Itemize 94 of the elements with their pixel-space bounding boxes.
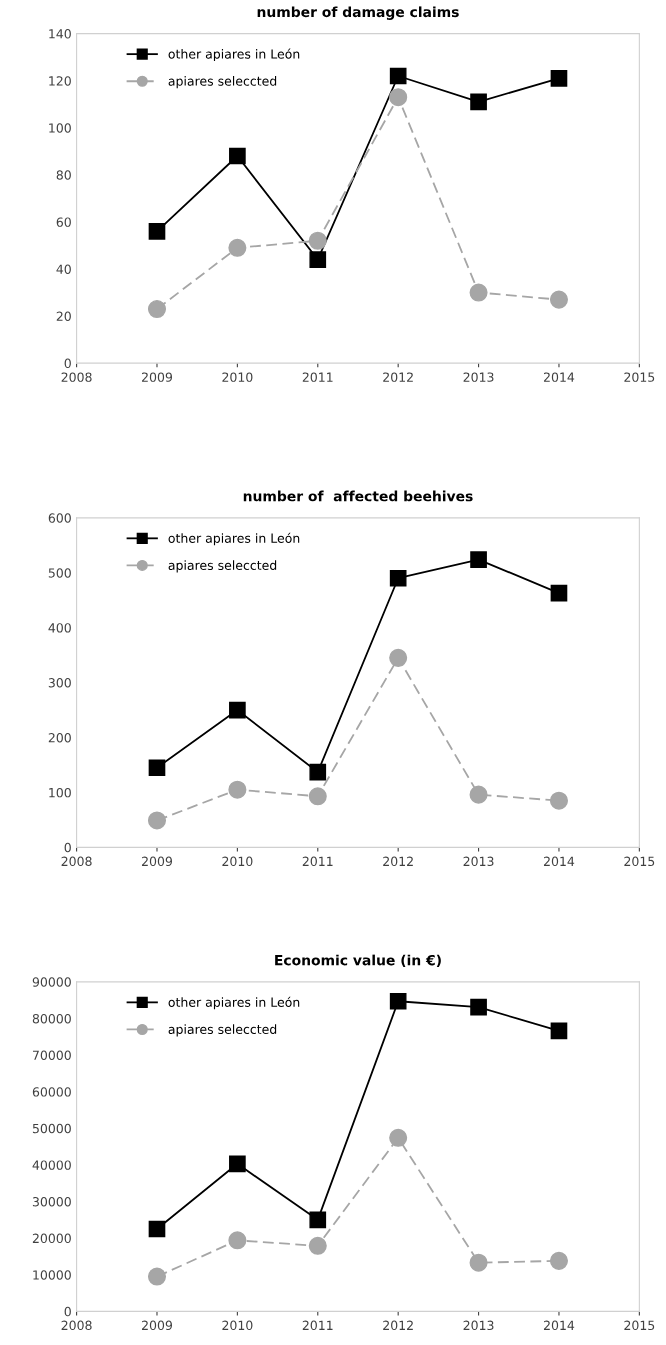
y-tick-label: 100	[49, 123, 71, 133]
point	[229, 701, 246, 719]
y-tick-label: 80000	[32, 1013, 71, 1024]
point	[389, 67, 407, 85]
y-tick-label: 70000	[32, 1050, 71, 1060]
y-tick-label: 0	[64, 358, 71, 369]
point	[147, 1267, 167, 1286]
x-tick-label: 2013	[463, 372, 494, 382]
point	[470, 998, 487, 1016]
point	[148, 759, 166, 777]
point	[470, 93, 487, 111]
y-tick-label: 120	[49, 76, 71, 86]
point	[229, 147, 246, 165]
point	[389, 569, 407, 587]
y-tick-label: 60	[56, 217, 71, 227]
point	[469, 283, 488, 302]
x-tick-label: 2015	[624, 856, 655, 867]
point	[308, 787, 327, 806]
x-tick-label: 2009	[142, 1320, 173, 1331]
x-tick-label: 2008	[61, 856, 92, 867]
x-tick-label: 2008	[61, 1320, 92, 1331]
x-tick-label: 2014	[543, 1320, 575, 1331]
x-tick-label: 2013	[463, 1320, 494, 1331]
point	[308, 231, 327, 250]
y-tick-label: 300	[48, 678, 71, 688]
y-tick-label: 20	[56, 311, 71, 321]
point	[147, 299, 167, 319]
y-tick-label: 0	[64, 1306, 71, 1317]
point	[228, 238, 247, 257]
chart-title: number of affected beehives	[243, 490, 473, 502]
point	[229, 1155, 246, 1173]
point	[389, 992, 407, 1010]
x-tick-label: 2011	[302, 1320, 333, 1331]
point	[469, 1253, 488, 1272]
x-tick-label: 2009	[142, 372, 173, 382]
point	[389, 1128, 408, 1147]
point	[309, 763, 327, 781]
y-tick-label: 40	[56, 264, 71, 274]
x-tick-label: 2014	[543, 372, 575, 382]
chart-title: number of damage claims	[257, 6, 459, 20]
point	[550, 70, 568, 87]
x-tick-label: 2011	[302, 856, 333, 867]
point	[470, 551, 487, 568]
x-tick-label: 2010	[222, 856, 253, 867]
y-tick-label: 600	[48, 513, 71, 523]
point	[550, 584, 568, 602]
point	[148, 223, 166, 240]
legend-label: other apiares in León	[168, 532, 300, 546]
point	[309, 251, 327, 268]
legend-label: apiares seleccted	[168, 1024, 277, 1037]
y-tick-label: 140	[49, 29, 71, 39]
y-tick-label: 20000	[32, 1233, 71, 1244]
point	[147, 811, 167, 830]
x-tick-label: 2012	[383, 1320, 413, 1331]
y-tick-label: 100	[49, 787, 71, 798]
y-tick-label: 10000	[33, 1270, 71, 1280]
x-tick-label: 2015	[624, 372, 655, 382]
legend-label: other apiares in León	[168, 996, 300, 1010]
point	[549, 290, 568, 309]
point	[469, 785, 488, 804]
point	[389, 88, 408, 107]
x-tick-label: 2014	[543, 856, 575, 867]
y-tick-label: 90000	[32, 977, 71, 987]
x-tick-label: 2012	[383, 372, 413, 382]
y-tick-label: 0	[64, 842, 71, 853]
point	[549, 1251, 568, 1270]
point	[228, 780, 247, 799]
point	[148, 1220, 166, 1238]
x-tick-label: 2008	[61, 372, 92, 382]
y-tick-label: 40000	[32, 1160, 71, 1170]
y-tick-label: 400	[48, 623, 71, 633]
y-tick-label: 60000	[32, 1087, 71, 1097]
point	[308, 1236, 327, 1255]
x-tick-label: 2010	[222, 372, 253, 382]
point	[228, 1231, 247, 1250]
y-tick-label: 50000	[32, 1123, 71, 1134]
x-tick-label: 2015	[624, 1320, 655, 1331]
x-tick-label: 2010	[222, 1320, 253, 1331]
legend-label: other apiares in León	[168, 48, 300, 62]
y-tick-label: 80	[56, 170, 71, 180]
x-tick-label: 2009	[142, 856, 173, 867]
point	[549, 791, 568, 810]
point	[309, 1211, 327, 1229]
point	[389, 648, 408, 667]
y-tick-label: 500	[48, 568, 71, 578]
y-tick-label: 200	[48, 732, 71, 743]
legend-label: apiares seleccted	[168, 76, 277, 89]
chart-title: Economic value (in €)	[275, 954, 441, 968]
x-tick-label: 2012	[383, 856, 413, 867]
x-tick-label: 2013	[463, 856, 494, 867]
legend-label: apiares seleccted	[168, 560, 277, 573]
y-tick-label: 30000	[32, 1197, 71, 1207]
point	[550, 1022, 568, 1040]
x-tick-label: 2011	[302, 372, 333, 382]
